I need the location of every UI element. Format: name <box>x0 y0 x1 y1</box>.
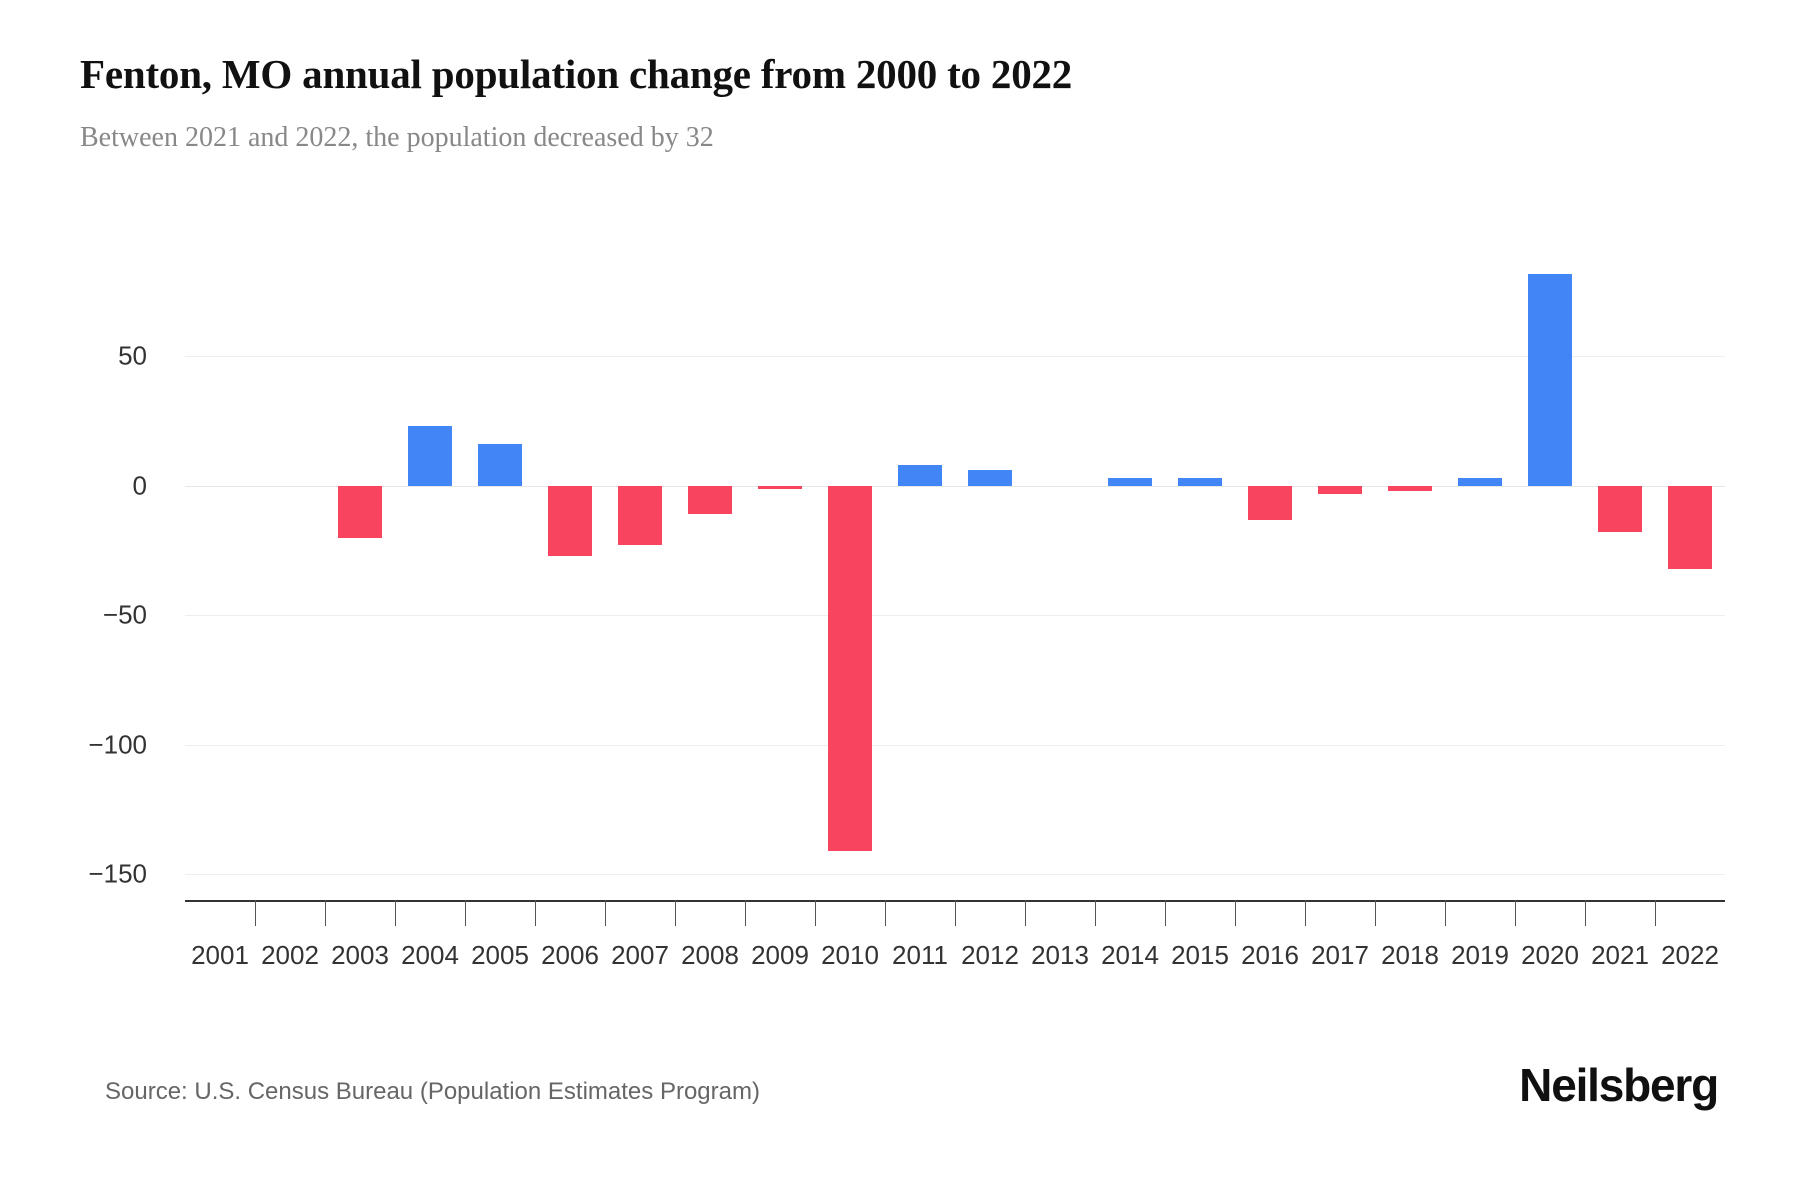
source-note: Source: U.S. Census Bureau (Population E… <box>105 1078 760 1105</box>
x-tick-label-2018: 2018 <box>1381 940 1439 970</box>
y-axis-labels: 50 0 −50 −100 −150 <box>0 240 165 900</box>
bar-2007[interactable] <box>618 485 662 546</box>
bar-2009[interactable] <box>758 485 802 489</box>
chart-subtitle: Between 2021 and 2022, the population de… <box>80 122 714 153</box>
bar-2008[interactable] <box>688 485 732 515</box>
x-axis-tick <box>255 900 256 926</box>
y-tick-label: −150 <box>88 858 147 889</box>
x-tick-label-2016: 2016 <box>1241 940 1299 970</box>
x-tick-label-2021: 2021 <box>1591 940 1649 970</box>
x-tick-label-2012: 2012 <box>961 940 1019 970</box>
bar-2021[interactable] <box>1598 485 1642 533</box>
x-axis-tick <box>325 900 326 926</box>
plot-area <box>185 240 1725 900</box>
x-tick-label-2006: 2006 <box>541 940 599 970</box>
bar-2019[interactable] <box>1458 478 1502 486</box>
x-tick-label-2003: 2003 <box>331 940 389 970</box>
x-axis-tick <box>1445 900 1446 926</box>
x-tick-label-2022: 2022 <box>1661 940 1719 970</box>
x-tick-label-2009: 2009 <box>751 940 809 970</box>
x-axis-tick <box>535 900 536 926</box>
bar-2012[interactable] <box>968 470 1012 486</box>
x-tick-label-2005: 2005 <box>471 940 529 970</box>
y-tick-label: −50 <box>102 599 147 630</box>
x-axis-tick <box>1235 900 1236 926</box>
x-tick-label-2002: 2002 <box>261 940 319 970</box>
x-axis-tick <box>885 900 886 926</box>
x-axis-tick <box>395 900 396 926</box>
bar-2018[interactable] <box>1388 485 1432 492</box>
gridline--50 <box>185 615 1725 617</box>
y-tick-label: −100 <box>88 729 147 760</box>
x-tick-label-2004: 2004 <box>401 940 459 970</box>
x-axis-labels: 2001 2002 2003 2004 2005 2006 2007 2008 2009 2010… <box>185 940 1725 980</box>
x-axis-tick <box>745 900 746 926</box>
bar-2001[interactable] <box>198 486 241 488</box>
bar-2004[interactable] <box>408 426 452 486</box>
bar-2022[interactable] <box>1668 485 1712 569</box>
x-tick-label-2007: 2007 <box>611 940 669 970</box>
bars-layer <box>185 240 1725 900</box>
x-axis-tick <box>1025 900 1026 926</box>
x-axis-tick <box>1515 900 1516 926</box>
bar-2014[interactable] <box>1108 478 1152 486</box>
x-tick-label-2013: 2013 <box>1031 940 1089 970</box>
bar-2013[interactable] <box>1038 486 1081 488</box>
x-axis-tick <box>815 900 816 926</box>
x-axis-tick <box>605 900 606 926</box>
bar-2020[interactable] <box>1528 273 1572 486</box>
bar-2015[interactable] <box>1178 478 1222 486</box>
bar-2011[interactable] <box>898 465 942 486</box>
bar-2006[interactable] <box>548 485 592 556</box>
x-axis-tick <box>465 900 466 926</box>
x-tick-label-2019: 2019 <box>1451 940 1509 970</box>
y-tick-label: 0 <box>132 470 147 501</box>
x-axis-tick <box>955 900 956 926</box>
x-axis-tick <box>1095 900 1096 926</box>
gridline--100 <box>185 744 1725 746</box>
x-tick-label-2020: 2020 <box>1521 940 1579 970</box>
x-axis-tick <box>1375 900 1376 926</box>
bar-2005[interactable] <box>478 444 522 486</box>
gridline-50 <box>185 356 1725 358</box>
x-tick-label-2017: 2017 <box>1311 940 1369 970</box>
bar-2003[interactable] <box>338 485 382 538</box>
neilsberg-logo: Neilsberg <box>1519 1059 1719 1111</box>
x-axis-tick <box>1585 900 1586 926</box>
bar-2002[interactable] <box>268 486 311 488</box>
gridline-0 <box>185 485 1725 487</box>
x-axis-tick <box>1165 900 1166 926</box>
bar-2016[interactable] <box>1248 485 1292 520</box>
x-tick-label-2010: 2010 <box>821 940 879 970</box>
bar-2010[interactable] <box>828 485 872 851</box>
x-axis-tick <box>675 900 676 926</box>
x-tick-label-2014: 2014 <box>1101 940 1159 970</box>
x-axis-ticks <box>185 900 1725 926</box>
x-axis-tick <box>1655 900 1656 926</box>
y-tick-label: 50 <box>118 340 147 371</box>
x-tick-label-2015: 2015 <box>1171 940 1229 970</box>
x-tick-label-2008: 2008 <box>681 940 739 970</box>
x-tick-label-2001: 2001 <box>191 940 249 970</box>
x-axis-tick <box>1305 900 1306 926</box>
gridline--150 <box>185 874 1725 876</box>
bar-2017[interactable] <box>1318 485 1362 494</box>
x-tick-label-2011: 2011 <box>892 940 948 970</box>
page-title: Fenton, MO annual population change from… <box>80 51 1073 97</box>
